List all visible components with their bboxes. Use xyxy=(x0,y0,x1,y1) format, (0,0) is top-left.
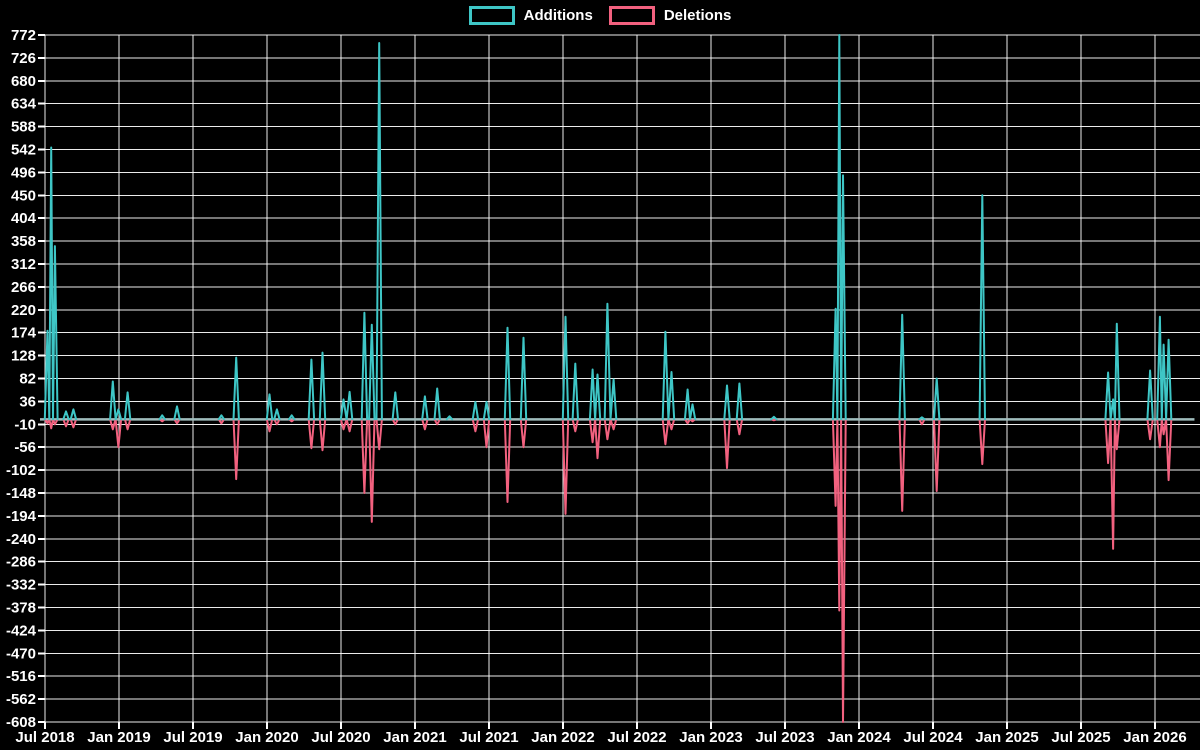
x-tick-label: Jul 2019 xyxy=(163,729,222,746)
legend-item-deletions: Deletions xyxy=(608,6,732,25)
y-tick-label: 174 xyxy=(11,325,37,342)
y-tick-label: -240 xyxy=(6,531,36,548)
x-tick-label: Jan 2020 xyxy=(235,729,298,746)
y-tick-label: -608 xyxy=(6,714,36,731)
y-tick-label: 36 xyxy=(19,393,36,410)
y-tick-label: 772 xyxy=(11,27,36,44)
y-tick-label: 726 xyxy=(11,50,36,67)
y-tick-label: 496 xyxy=(11,164,36,181)
x-tick-label: Jul 2024 xyxy=(903,729,963,746)
y-tick-label: 312 xyxy=(11,256,36,273)
legend-label-deletions: Deletions xyxy=(663,7,732,24)
y-tick-label: -424 xyxy=(6,622,37,639)
x-tick-label: Jan 2022 xyxy=(531,729,594,746)
y-tick-label: -148 xyxy=(6,485,36,502)
x-tick-label: Jul 2020 xyxy=(311,729,370,746)
x-tick-label: Jul 2022 xyxy=(607,729,666,746)
y-tick-label: -516 xyxy=(6,668,36,685)
y-tick-label: 404 xyxy=(11,210,37,227)
y-tick-label: 266 xyxy=(11,279,36,296)
additions-line xyxy=(43,34,1173,421)
chart-legend: Additions Deletions xyxy=(0,6,1200,25)
y-tick-label: -10 xyxy=(14,416,36,433)
x-tick-label: Jul 2025 xyxy=(1051,729,1110,746)
x-tick-label: Jan 2025 xyxy=(975,729,1038,746)
x-tick-label: Jan 2021 xyxy=(383,729,446,746)
y-tick-label: -286 xyxy=(6,554,36,571)
y-tick-label: 588 xyxy=(11,119,36,136)
y-tick-label: -562 xyxy=(6,691,36,708)
x-tick-label: Jul 2023 xyxy=(755,729,814,746)
additions-swatch-icon xyxy=(468,6,515,25)
y-tick-label: 680 xyxy=(11,73,36,90)
x-tick-label: Jan 2019 xyxy=(87,729,150,746)
y-tick-label: -194 xyxy=(6,508,37,525)
legend-item-additions: Additions xyxy=(468,6,593,25)
y-tick-label: 634 xyxy=(11,96,37,113)
y-tick-label: -332 xyxy=(6,577,36,594)
x-tick-label: Jan 2024 xyxy=(827,729,891,746)
x-tick-label: Jan 2023 xyxy=(679,729,742,746)
y-tick-label: 220 xyxy=(11,302,36,319)
y-tick-label: -56 xyxy=(14,439,36,456)
y-tick-label: 82 xyxy=(19,371,36,388)
y-tick-label: 358 xyxy=(11,233,36,250)
x-tick-label: Jul 2018 xyxy=(15,729,74,746)
y-tick-label: 542 xyxy=(11,142,36,159)
deletions-swatch-icon xyxy=(608,6,655,25)
x-tick-label: Jan 2026 xyxy=(1123,729,1186,746)
x-tick-label: Jul 2021 xyxy=(459,729,518,746)
legend-label-additions: Additions xyxy=(523,7,593,24)
y-tick-label: 128 xyxy=(11,348,36,365)
y-tick-label: 450 xyxy=(11,187,36,204)
y-tick-label: -470 xyxy=(6,645,36,662)
y-tick-label: -102 xyxy=(6,462,36,479)
y-tick-label: -378 xyxy=(6,600,36,617)
